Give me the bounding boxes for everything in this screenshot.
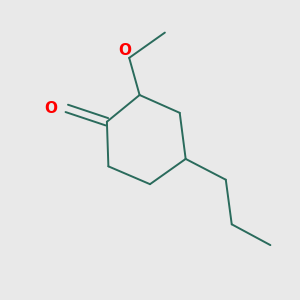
Text: O: O	[118, 43, 131, 58]
Text: O: O	[44, 101, 57, 116]
